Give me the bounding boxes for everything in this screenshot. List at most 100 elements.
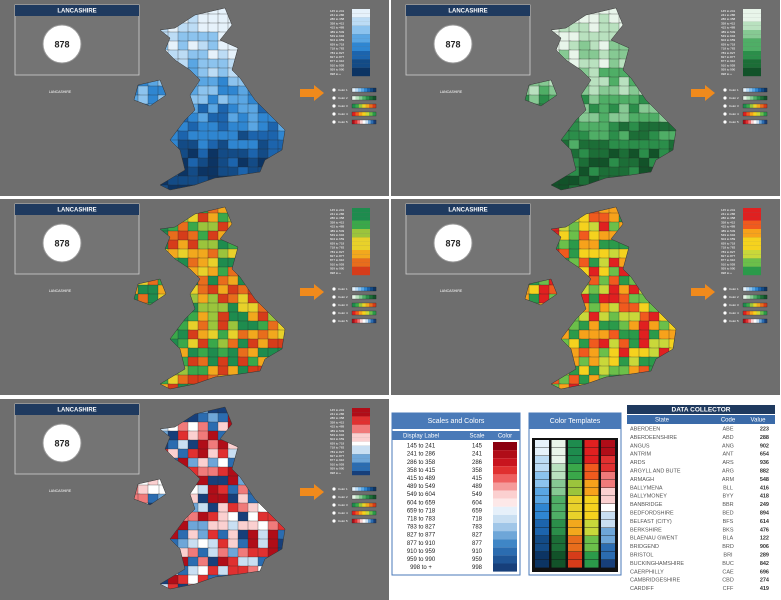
option-label[interactable]: Color 1 xyxy=(338,88,348,92)
legend-swatch xyxy=(743,55,761,60)
radio-option[interactable] xyxy=(332,487,336,491)
option-label[interactable]: Color 1 xyxy=(729,88,739,92)
radio-option[interactable] xyxy=(332,295,336,299)
option-label[interactable]: Color 5 xyxy=(338,120,348,124)
option-frame xyxy=(351,486,377,492)
template-cell xyxy=(584,480,599,488)
option-label[interactable]: Color 3 xyxy=(729,104,739,108)
region-label: LANCASHIRE xyxy=(49,489,72,493)
radio-option[interactable] xyxy=(332,104,336,108)
option-label[interactable]: Color 5 xyxy=(338,519,348,523)
gb-outline xyxy=(550,206,677,390)
option-label[interactable]: Color 5 xyxy=(729,319,739,323)
radio-option[interactable] xyxy=(723,104,727,108)
scale-value: 415 xyxy=(472,476,483,482)
legend-swatch xyxy=(743,25,761,30)
option-swatch xyxy=(760,311,764,315)
radio-option[interactable] xyxy=(332,112,336,116)
option-label[interactable]: Color 4 xyxy=(729,112,739,116)
radio-option[interactable] xyxy=(723,96,727,100)
option-label[interactable]: Color 4 xyxy=(729,311,739,315)
option-label[interactable]: Color 2 xyxy=(338,295,348,299)
option-swatch xyxy=(372,104,377,108)
radio-option[interactable] xyxy=(723,287,727,291)
option-label[interactable]: Color 2 xyxy=(729,96,739,100)
gb-outline xyxy=(159,7,286,191)
display-label: 415 to 489 xyxy=(407,476,436,482)
option-label[interactable]: Color 4 xyxy=(338,511,348,515)
legend-label: 415 to 489 xyxy=(721,225,736,229)
radio-option[interactable] xyxy=(332,287,336,291)
scale-value: 827 xyxy=(472,533,483,539)
option-swatch xyxy=(761,287,765,291)
option-label[interactable]: Color 5 xyxy=(338,319,348,323)
color-cell xyxy=(493,523,517,532)
option-label[interactable]: Color 4 xyxy=(338,311,348,315)
legend-swatch xyxy=(743,241,761,246)
radio-option[interactable] xyxy=(723,112,727,116)
scale-value: 877 xyxy=(472,541,483,547)
legend-swatch xyxy=(743,13,761,18)
radio-option[interactable] xyxy=(332,319,336,323)
state-name: CAERPHILLY xyxy=(630,569,664,575)
radio-option[interactable] xyxy=(332,311,336,315)
option-swatch xyxy=(365,519,369,523)
option-label[interactable]: Color 3 xyxy=(729,303,739,307)
column-header: State xyxy=(655,418,670,424)
option-label[interactable]: Color 3 xyxy=(338,104,348,108)
radio-option[interactable] xyxy=(332,120,336,124)
option-swatch xyxy=(355,88,359,92)
radio-option[interactable] xyxy=(332,303,336,307)
option-label[interactable]: Color 4 xyxy=(338,112,348,116)
radio-option[interactable] xyxy=(723,311,727,315)
radio-option[interactable] xyxy=(723,120,727,124)
arrow xyxy=(691,284,715,300)
state-name: BALLYMONEY xyxy=(630,494,667,500)
option-swatch xyxy=(362,303,366,307)
option-swatch xyxy=(760,96,764,100)
option-swatch xyxy=(352,120,355,124)
template-cell xyxy=(601,448,615,456)
option-swatch xyxy=(364,487,368,491)
radio-option[interactable] xyxy=(332,495,336,499)
template-cell xyxy=(568,464,582,472)
option-swatch xyxy=(760,303,764,307)
radio-option[interactable] xyxy=(723,295,727,299)
selector-title: LANCASHIRE xyxy=(448,208,487,214)
option-swatch xyxy=(358,495,363,499)
option-label[interactable]: Color 2 xyxy=(338,96,348,100)
option-label[interactable]: Color 1 xyxy=(338,287,348,291)
option-swatch xyxy=(743,287,747,291)
option-label[interactable]: Color 1 xyxy=(729,287,739,291)
ni-outline xyxy=(524,278,558,306)
option-swatch xyxy=(352,104,356,108)
radio-option[interactable] xyxy=(332,88,336,92)
option-label[interactable]: Color 5 xyxy=(729,120,739,124)
radio-option[interactable] xyxy=(332,511,336,515)
legend-swatch xyxy=(352,63,370,68)
display-label: 910 to 959 xyxy=(407,549,436,555)
legend-swatch xyxy=(743,258,761,263)
display-label: 549 to 604 xyxy=(407,492,436,498)
option-label[interactable]: Color 3 xyxy=(338,503,348,507)
legend-label: 718 to 783 xyxy=(330,446,345,450)
option-swatch xyxy=(362,112,366,116)
radio-option[interactable] xyxy=(332,503,336,507)
radio-option[interactable] xyxy=(332,96,336,100)
option-label[interactable]: Color 2 xyxy=(338,495,348,499)
radio-option[interactable] xyxy=(723,303,727,307)
option-swatch xyxy=(749,112,754,116)
collector-title: DATA COLLECTOR xyxy=(672,407,731,414)
radio-option[interactable] xyxy=(332,519,336,523)
legend-swatch xyxy=(743,220,761,225)
template-cell xyxy=(584,544,599,552)
option-swatch xyxy=(373,487,377,491)
option-label[interactable]: Color 3 xyxy=(338,303,348,307)
option-label[interactable]: Color 1 xyxy=(338,487,348,491)
option-swatch xyxy=(369,311,373,315)
radio-option[interactable] xyxy=(723,88,727,92)
legend-label: 959 to 990 xyxy=(330,467,345,471)
radio-option[interactable] xyxy=(723,319,727,323)
option-label[interactable]: Color 2 xyxy=(729,295,739,299)
